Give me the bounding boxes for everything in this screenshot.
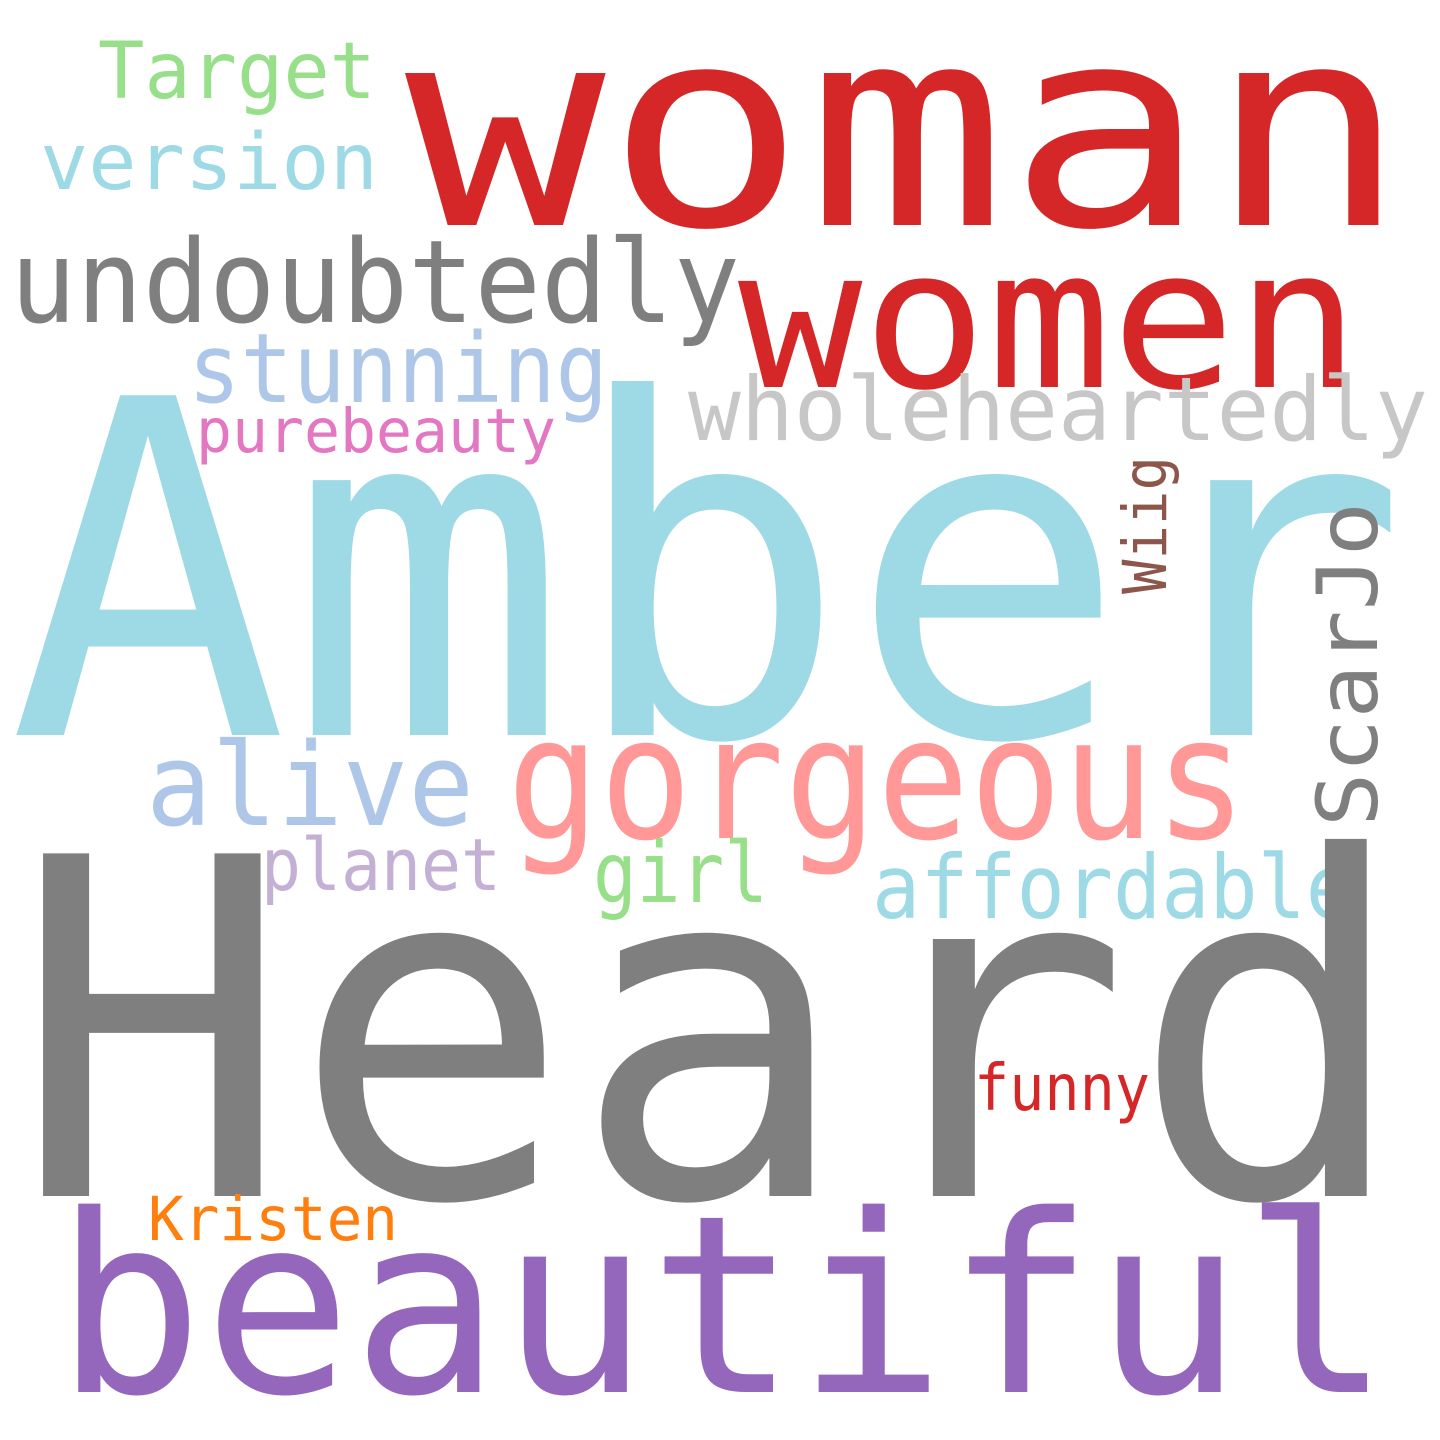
word-women: women bbox=[738, 207, 1360, 433]
word-purebeauty: purebeauty bbox=[196, 396, 556, 467]
word-planet: planet bbox=[261, 823, 501, 907]
word-woman: woman bbox=[405, 0, 1408, 291]
word-target: Target bbox=[98, 27, 376, 117]
word-girl: girl bbox=[593, 824, 768, 922]
word-wholeheartedly: wholeheartedly bbox=[688, 358, 1428, 461]
word-stunning: stunning bbox=[188, 313, 608, 425]
word-amber: Amber bbox=[8, 302, 1408, 845]
word-kristen: Kristen bbox=[148, 1184, 398, 1255]
word-version: version bbox=[40, 118, 378, 208]
word-undoubtedly: undoubtedly bbox=[10, 216, 740, 350]
word-heard: Heard bbox=[12, 760, 1410, 1307]
word-beautiful: beautiful bbox=[55, 1163, 1391, 1440]
word-funny: funny bbox=[974, 1052, 1150, 1126]
word-alive: alive bbox=[146, 719, 474, 853]
word-gorgeous: gorgeous bbox=[507, 681, 1247, 879]
word-scarjo: ScarJo bbox=[1299, 502, 1397, 827]
word-affordable: affordable bbox=[872, 836, 1354, 939]
word-wiig: Wiig bbox=[1110, 456, 1181, 594]
